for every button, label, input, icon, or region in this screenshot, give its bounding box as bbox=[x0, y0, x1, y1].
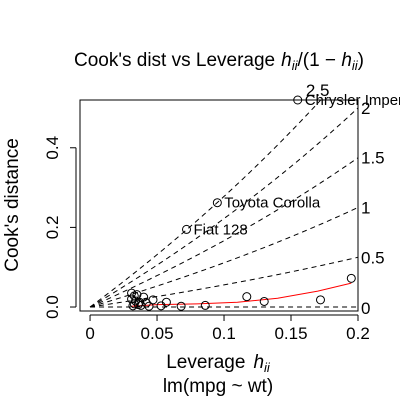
point-label: Chrysler Imperial bbox=[305, 92, 400, 109]
x-tick-label: 0.05 bbox=[140, 324, 173, 343]
y-axis: 0.0 0.2 0.4 bbox=[43, 136, 77, 319]
data-point bbox=[346, 273, 356, 283]
plot-frame bbox=[79, 99, 359, 312]
contour-line-1 bbox=[89, 207, 359, 308]
contour-line-2-5 bbox=[89, 99, 322, 308]
x-tick-label: 0 bbox=[85, 324, 94, 343]
x-axis-label-h-sub: ii bbox=[264, 360, 271, 375]
title-h2: h bbox=[341, 50, 352, 71]
x-axis-label-h: h bbox=[253, 352, 264, 373]
contour-label-1: 1 bbox=[361, 199, 370, 218]
data-points bbox=[127, 95, 356, 311]
contour-label-1-5: 1.5 bbox=[361, 149, 385, 168]
y-axis-label: Cook's distance bbox=[2, 138, 23, 272]
data-point bbox=[129, 299, 139, 309]
plot-region: Fiat 128 Toyota Corolla Chrysler Imperial bbox=[79, 92, 400, 312]
data-point bbox=[182, 224, 192, 234]
data-point bbox=[200, 300, 210, 310]
data-point bbox=[212, 198, 222, 208]
x-axis: 0 0.05 0.1 0.15 0.2 bbox=[85, 314, 370, 343]
title-h2-sub: ii bbox=[352, 58, 359, 73]
x-tick-label: 0.15 bbox=[274, 324, 307, 343]
data-point bbox=[161, 297, 171, 307]
point-label: Toyota Corolla bbox=[224, 195, 321, 212]
y-tick-label: 0.0 bbox=[43, 295, 62, 319]
contour-line-1-5 bbox=[89, 157, 359, 308]
data-point bbox=[144, 301, 154, 311]
contour-label-2: 2 bbox=[361, 99, 370, 118]
data-point bbox=[315, 295, 325, 305]
data-point bbox=[242, 292, 252, 302]
y-tick-label: 0.2 bbox=[43, 216, 62, 240]
point-label: Fiat 128 bbox=[194, 221, 248, 238]
contour-label-0: 0 bbox=[361, 299, 370, 318]
title-suffix: ) bbox=[358, 50, 364, 71]
data-point bbox=[139, 292, 149, 302]
y-tick-label: 0.4 bbox=[43, 136, 62, 160]
x-tick-label: 0.2 bbox=[346, 324, 370, 343]
contour-lines bbox=[89, 99, 359, 308]
x-tick-label: 0.1 bbox=[212, 324, 236, 343]
data-point bbox=[259, 296, 269, 306]
title-h-sub: ii bbox=[292, 58, 299, 73]
contour-label-2-5: 2.5 bbox=[306, 81, 330, 100]
title-h: h bbox=[281, 50, 292, 71]
title-prefix: Cook's dist vs Leverage bbox=[74, 50, 275, 71]
x-axis-label: Leverage hii bbox=[166, 352, 271, 375]
title-mid: /(1 − bbox=[297, 50, 341, 71]
data-point bbox=[148, 295, 158, 305]
contour-label-0-5: 0.5 bbox=[361, 248, 385, 267]
x-axis-label-main: Leverage bbox=[166, 352, 245, 373]
chart-subtitle: lm(mpg ~ wt) bbox=[163, 376, 273, 397]
data-point bbox=[293, 95, 303, 105]
contour-line-2 bbox=[89, 107, 359, 308]
data-point bbox=[127, 288, 137, 298]
data-point bbox=[176, 301, 186, 311]
point-labels: Fiat 128 Toyota Corolla Chrysler Imperial bbox=[194, 92, 400, 238]
chart-title: Cook's dist vs Leverage hii/(1 − hii) bbox=[74, 50, 364, 73]
contour-labels: 0 0.5 1 1.5 2 2.5 bbox=[306, 81, 385, 318]
